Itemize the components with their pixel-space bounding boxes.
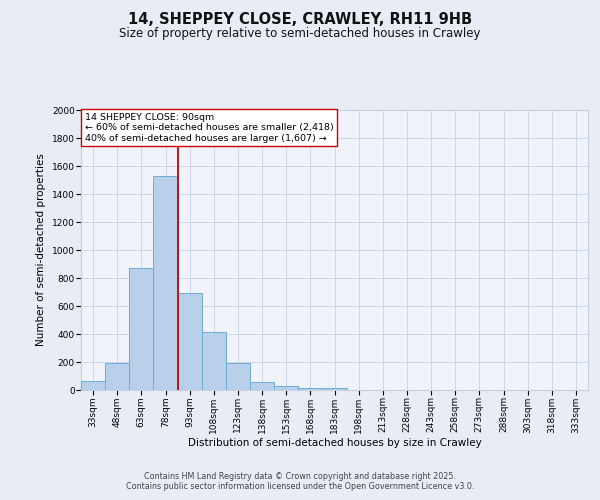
Bar — [105, 362, 129, 390]
Y-axis label: Number of semi-detached properties: Number of semi-detached properties — [36, 154, 46, 346]
Text: 14, SHEPPEY CLOSE, CRAWLEY, RH11 9HB: 14, SHEPPEY CLOSE, CRAWLEY, RH11 9HB — [128, 12, 472, 28]
Bar — [250, 382, 274, 390]
Bar — [154, 176, 178, 390]
Text: Contains HM Land Registry data © Crown copyright and database right 2025.
Contai: Contains HM Land Registry data © Crown c… — [126, 472, 474, 491]
Bar — [81, 381, 105, 390]
Bar — [202, 332, 226, 390]
X-axis label: Distribution of semi-detached houses by size in Crawley: Distribution of semi-detached houses by … — [188, 438, 481, 448]
Text: 14 SHEPPEY CLOSE: 90sqm
← 60% of semi-detached houses are smaller (2,418)
40% of: 14 SHEPPEY CLOSE: 90sqm ← 60% of semi-de… — [85, 113, 334, 142]
Text: Size of property relative to semi-detached houses in Crawley: Size of property relative to semi-detach… — [119, 28, 481, 40]
Bar — [298, 388, 322, 390]
Bar — [129, 268, 154, 390]
Bar — [226, 362, 250, 390]
Bar — [178, 294, 202, 390]
Bar — [274, 386, 298, 390]
Bar — [322, 388, 347, 390]
